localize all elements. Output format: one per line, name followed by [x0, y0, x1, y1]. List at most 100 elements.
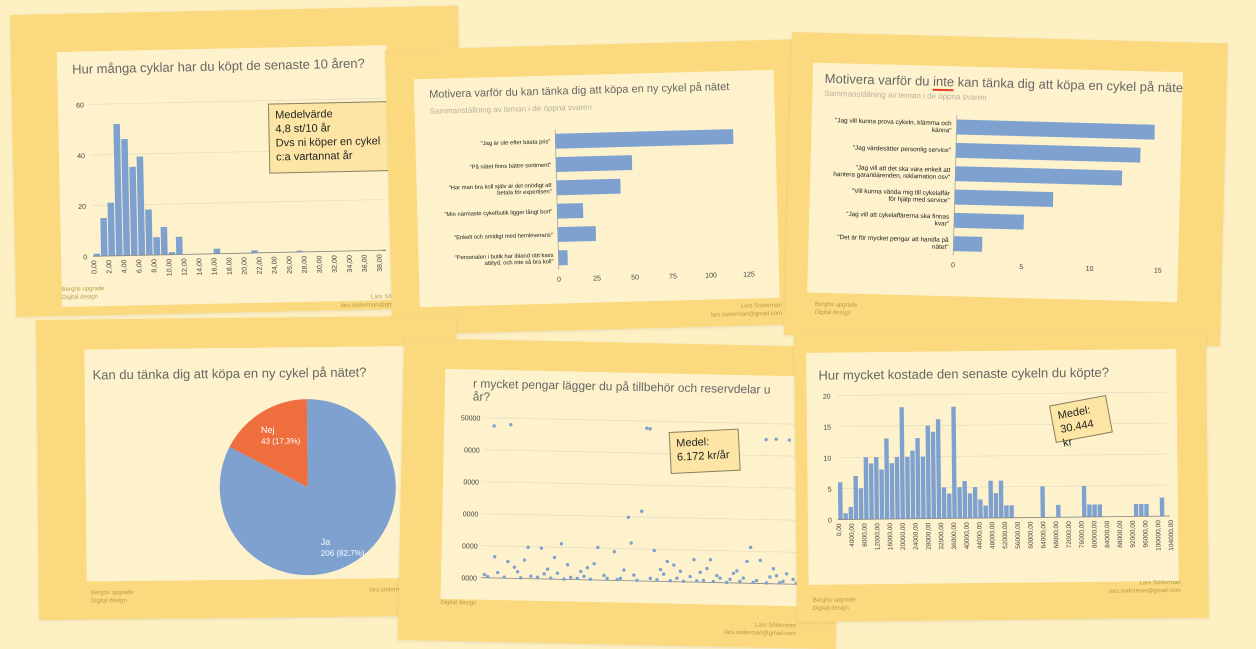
x-tick-label: 100000,00	[1155, 520, 1162, 551]
data-point	[652, 548, 656, 553]
bar	[967, 493, 973, 519]
bar	[957, 487, 963, 519]
data-point	[764, 581, 769, 585]
x-tick-label: 12,00	[181, 258, 188, 276]
data-point	[748, 545, 753, 550]
data-point	[701, 578, 706, 583]
footer-course: Digital design	[90, 598, 128, 605]
data-point	[582, 574, 586, 579]
data-point	[655, 578, 659, 582]
data-point	[539, 546, 544, 550]
data-point	[502, 575, 506, 579]
bar	[998, 480, 1004, 518]
data-point	[787, 438, 792, 442]
category-label: "Har man bra koll själv är det onödigt a…	[449, 183, 553, 198]
data-point	[751, 580, 755, 585]
data-point	[493, 555, 497, 559]
data-point	[784, 572, 789, 576]
bar	[1139, 503, 1144, 517]
bar	[100, 218, 108, 257]
category-label: "Vill kunna vända mig till cykelaffärför…	[852, 188, 951, 205]
data-point	[492, 424, 496, 428]
footer-left: Berghs upgrade Digital design	[91, 589, 134, 605]
slide-card: r mycket pengar lägger du på tillbehör o…	[440, 368, 824, 607]
footer-right: Lars Söderman lars.soderman@gmail.com	[724, 621, 796, 638]
data-point	[648, 427, 652, 431]
data-point	[711, 579, 716, 584]
y-tick-label: 0	[83, 254, 87, 261]
bar	[894, 456, 900, 519]
x-tick-label: 50	[631, 274, 639, 281]
slice-value: 43 (17,3%)	[261, 437, 301, 446]
data-point	[768, 575, 772, 579]
data-point	[745, 559, 749, 564]
data-point	[629, 541, 633, 545]
bar	[1081, 485, 1087, 517]
bar	[1159, 497, 1165, 517]
data-point	[724, 580, 729, 585]
data-point	[688, 574, 692, 579]
x-tick-label: 10	[1086, 266, 1094, 273]
x-tick-label: 14,00	[196, 258, 203, 276]
data-point	[735, 569, 739, 573]
y-tick-label: 20	[78, 204, 86, 211]
data-point	[605, 576, 609, 581]
bar	[941, 487, 947, 519]
x-tick-label: 20,00	[241, 257, 248, 275]
data-point	[695, 579, 699, 583]
footer-course: Digital design	[812, 605, 849, 612]
x-tick-label: 36,00	[362, 254, 369, 272]
bar	[557, 203, 584, 219]
bar	[129, 166, 138, 256]
average-note: Medel: 6.172 kr/år	[668, 428, 741, 475]
x-tick-label: 75	[669, 273, 677, 280]
x-tick-label: 24000,00	[913, 522, 920, 550]
y-tick-label: 15	[823, 425, 831, 432]
bar	[175, 236, 183, 255]
slide-why-not-buy-online: Motivera varför du inte kan tänka dig at…	[784, 32, 1228, 347]
data-point	[615, 577, 619, 582]
bar	[843, 513, 848, 520]
slide-accessories-spend: r mycket pengar lägger du på tillbehör o…	[397, 338, 842, 649]
bar	[1092, 504, 1097, 517]
x-tick-label: 52000,00	[1002, 521, 1009, 549]
slide-bikes-bought: Hur många cyklar har du köpt de senaste …	[10, 5, 465, 317]
footer-left: Berghs upgrade Digital design	[62, 285, 105, 302]
footer-right: Lars Söderman lars.soderman@gmail.com	[1109, 579, 1181, 596]
x-tick-label: 0,00	[836, 523, 843, 536]
bar	[153, 237, 161, 256]
slide-card: Kan du tänka dig att köpa en ny cykel på…	[84, 345, 443, 582]
footer-left: Berghs upgrade Digital design	[813, 596, 856, 612]
footer-right: Lars Söderman lars.soderman@gmail.com	[710, 302, 783, 320]
data-point	[758, 558, 762, 563]
x-axis	[480, 577, 813, 586]
bar	[930, 431, 937, 519]
x-tick-label: 16,00	[211, 258, 218, 276]
x-tick-label: 72000,00	[1066, 521, 1073, 549]
y-tick-label: 40	[77, 153, 85, 160]
slide-card: Motivera varför du inte kan tänka dig at…	[807, 62, 1184, 303]
bar	[1040, 486, 1046, 518]
bar	[879, 469, 885, 520]
y-tick-label: 20	[823, 394, 831, 401]
title-emphasis: inte	[932, 73, 955, 92]
bar	[837, 482, 843, 520]
gridline	[481, 545, 814, 553]
footer-course: Digital design	[61, 294, 99, 301]
x-tick-label: 28,00	[301, 256, 308, 274]
bar	[107, 202, 116, 256]
histogram-chart: 0 5 10 15 20 0,00 4000,00 8000,00 12000,00 16000,…	[823, 391, 1175, 551]
x-tick-label: 4,00	[121, 259, 128, 273]
data-point	[588, 577, 593, 582]
bar	[1009, 505, 1014, 518]
x-tick-label: 2,00	[106, 260, 113, 274]
x-tick-label: 80000,00	[1091, 520, 1098, 548]
footer-email: lars.soderman@gmail.com	[724, 629, 796, 638]
y-tick-label: 0000	[463, 479, 479, 486]
chart-title: Hur mycket kostade den senaste cykeln du…	[818, 364, 1109, 383]
category-label: "Jag vill att det ska vara enkelt atthan…	[833, 164, 951, 181]
pie-slice	[219, 399, 396, 576]
average-note: Medelvärde 4,8 st/10 år Dvs ni köper en …	[267, 101, 393, 174]
bar	[555, 155, 633, 173]
note-line: 6.172 kr/år	[676, 449, 730, 464]
